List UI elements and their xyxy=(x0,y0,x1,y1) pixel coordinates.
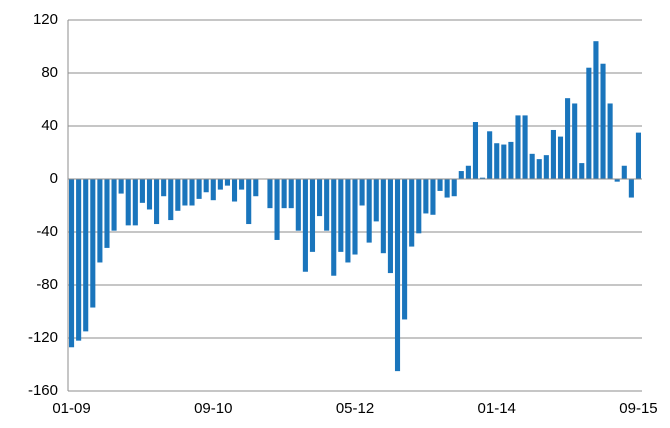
bar xyxy=(359,179,365,206)
bar xyxy=(451,179,457,197)
bar xyxy=(586,67,592,179)
bar xyxy=(274,179,280,240)
y-tick-label: 120 xyxy=(33,11,58,28)
bar xyxy=(338,179,344,252)
bar xyxy=(217,179,223,190)
bar xyxy=(175,179,181,211)
bar xyxy=(550,129,556,179)
bar xyxy=(565,98,571,179)
bar xyxy=(402,179,408,320)
bar xyxy=(373,179,379,222)
bar xyxy=(494,143,500,179)
bar xyxy=(288,179,294,209)
bar xyxy=(387,179,393,274)
bar xyxy=(210,179,216,201)
y-tick-label: 0 xyxy=(50,170,58,187)
bar xyxy=(83,179,89,332)
x-tick-label: 09-10 xyxy=(194,400,232,417)
bar xyxy=(231,179,238,202)
bar xyxy=(628,179,634,198)
bar xyxy=(68,179,75,348)
bar xyxy=(196,179,202,199)
bar xyxy=(76,179,82,341)
bar xyxy=(394,179,401,372)
bar xyxy=(635,132,642,179)
bar xyxy=(579,163,585,179)
bar xyxy=(111,179,117,231)
bar xyxy=(380,179,386,254)
y-tick-label: -120 xyxy=(28,329,58,346)
bar xyxy=(529,153,535,179)
bar xyxy=(309,179,316,252)
x-tick-label: 01-09 xyxy=(52,400,90,417)
y-tick-label: -80 xyxy=(36,276,58,293)
bar xyxy=(203,179,209,193)
bar xyxy=(324,179,330,231)
bar xyxy=(543,155,549,179)
bar xyxy=(557,136,564,179)
bar xyxy=(295,179,301,231)
bar xyxy=(607,103,613,179)
bar xyxy=(465,165,471,179)
bar xyxy=(416,179,422,234)
bar xyxy=(132,179,138,226)
y-tick-label: 80 xyxy=(41,64,58,81)
y-tick-label: -160 xyxy=(28,382,58,399)
bar xyxy=(352,179,358,255)
bar xyxy=(253,179,259,197)
bar xyxy=(139,179,145,203)
bar xyxy=(189,179,195,206)
bar xyxy=(621,165,627,179)
y-tick-label: 40 xyxy=(41,117,58,134)
bar xyxy=(614,179,620,182)
bar xyxy=(281,179,287,209)
bar xyxy=(224,179,230,186)
bar xyxy=(345,179,351,263)
bar xyxy=(600,63,606,179)
bar xyxy=(458,171,464,179)
x-tick-label: 01-14 xyxy=(478,400,516,417)
bar xyxy=(90,179,96,308)
bar xyxy=(444,179,450,198)
x-tick-label: 09-15 xyxy=(619,400,657,417)
bar xyxy=(572,103,578,179)
bar xyxy=(430,179,436,215)
x-tick-label: 05-12 xyxy=(336,400,374,417)
bar xyxy=(536,159,542,179)
bar xyxy=(168,179,174,221)
bar xyxy=(409,179,415,247)
bar xyxy=(104,179,110,248)
bar xyxy=(515,115,521,179)
bar xyxy=(246,179,252,225)
y-tick-label: -40 xyxy=(36,223,58,240)
bar xyxy=(331,179,337,276)
bar xyxy=(97,179,103,263)
bar xyxy=(501,144,507,179)
bar xyxy=(487,131,493,179)
bar xyxy=(154,179,160,225)
bar xyxy=(522,115,528,179)
bar xyxy=(267,179,273,209)
bar xyxy=(437,179,443,191)
bar xyxy=(593,41,599,180)
bar xyxy=(146,179,153,210)
bar xyxy=(472,122,479,179)
bar xyxy=(302,179,308,272)
bar xyxy=(480,177,486,179)
bar xyxy=(118,179,124,194)
bar xyxy=(423,179,429,214)
bar xyxy=(125,179,131,226)
bar xyxy=(366,179,372,243)
bar xyxy=(182,179,188,206)
bar xyxy=(161,179,167,197)
bar xyxy=(239,179,245,190)
bar xyxy=(317,179,323,217)
bar xyxy=(508,141,514,179)
